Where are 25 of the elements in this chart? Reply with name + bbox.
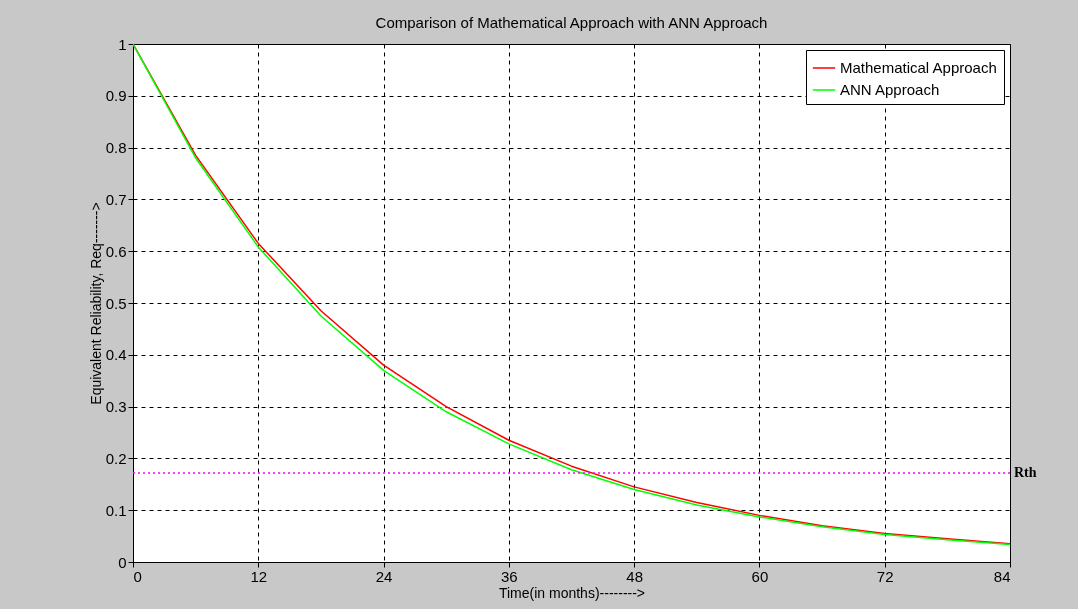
x-tick-label: 60: [751, 567, 769, 585]
x-axis-title: Time(in months)-------->: [498, 584, 646, 601]
x-tick-label: 84: [993, 567, 1011, 585]
x-tick-label: 24: [375, 567, 393, 585]
y-tick-label: 0.8: [105, 139, 127, 157]
y-tick-label: 0: [118, 553, 127, 571]
x-tick-label: 36: [501, 567, 518, 585]
x-tick-label: 0: [133, 567, 142, 585]
chart-title: Comparison of Mathematical Approach with ANN Approach: [375, 14, 768, 31]
x-tick-label: 48: [626, 567, 643, 585]
y-tick-label: 0.4: [105, 346, 127, 364]
y-tick-label: 0.9: [105, 87, 127, 105]
y-axis-title: Equivalent Reliability, Req------->: [87, 202, 104, 405]
y-tick-label: 0.2: [105, 449, 127, 467]
y-tick-label: 0.1: [105, 501, 127, 519]
y-tick-label: 0.7: [105, 190, 127, 208]
x-tick-label: 72: [876, 567, 894, 585]
ref-line-label: Rth: [1014, 464, 1037, 480]
y-tick-label: 0.3: [105, 398, 127, 416]
y-tick-label: 1: [118, 35, 127, 53]
legend-label: ANN Approach: [840, 81, 940, 98]
y-tick-label: 0.6: [105, 242, 127, 260]
x-tick-label: 12: [250, 567, 268, 585]
legend-label: Mathematical Approach: [840, 59, 997, 76]
y-tick-label: 0.5: [105, 294, 127, 312]
